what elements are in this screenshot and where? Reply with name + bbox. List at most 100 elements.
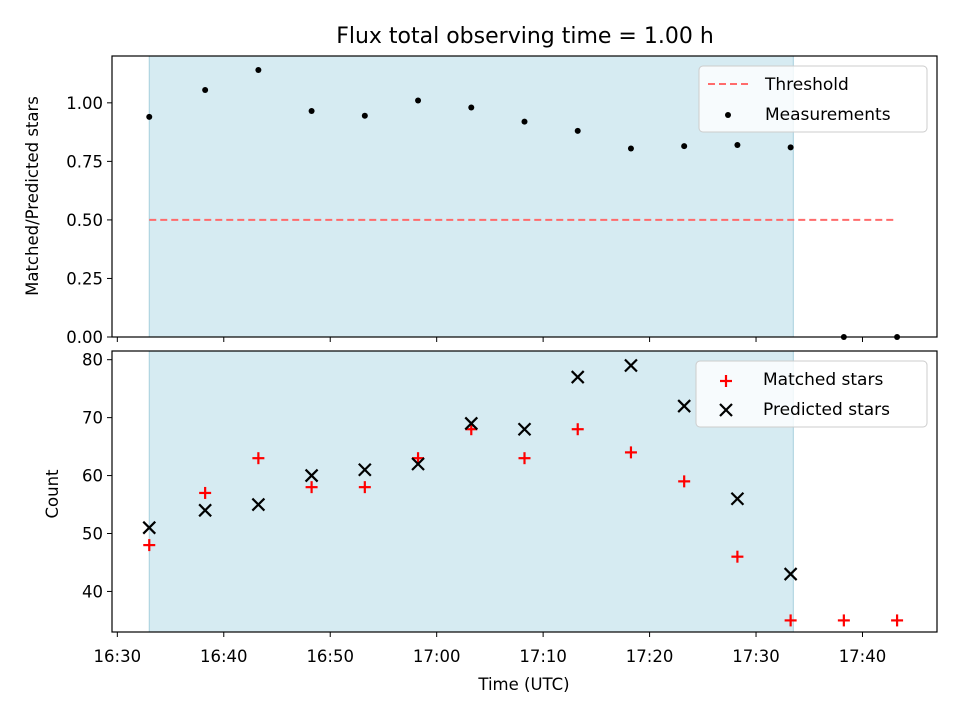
bottom-legend-box: [695, 360, 928, 428]
predicted-star-stroke-b: [411, 457, 425, 471]
predicted-star-stroke-b: [464, 416, 479, 431]
legend-measurements-swatch: [725, 112, 731, 118]
matched-star-point-6: [465, 423, 478, 436]
matched-star-point-2: [252, 452, 265, 465]
predicted-star-point-11: [730, 491, 745, 506]
matched-star-point-14: [891, 614, 904, 627]
predicted-star-point-9: [624, 358, 638, 373]
bottom-ytick-label-1: 50: [82, 525, 103, 544]
bottom-xtick-label-1: 16:40: [200, 647, 248, 666]
measurement-point-2: [255, 67, 262, 74]
bottom-xtick-label-3: 17:00: [413, 647, 461, 666]
bottom-xtick-label-2: 16:50: [306, 647, 354, 666]
predicted-star-stroke-b: [570, 370, 585, 384]
predicted-star-stroke-b: [730, 491, 745, 506]
top-plot-marks: [146, 67, 901, 340]
top-legend: Threshold Measurements: [698, 65, 928, 133]
x-axis-label: Time (UTC): [477, 675, 569, 694]
matched-star-point-11: [731, 550, 744, 563]
measurement-point-7: [521, 118, 528, 125]
top-y-axis-label: Matched/Predicted stars: [23, 96, 42, 296]
measurement-point-5: [415, 97, 422, 104]
matched-star-point-1: [199, 486, 212, 499]
bottom-ytick-label-3: 70: [82, 409, 103, 428]
predicted-star-stroke-b: [677, 399, 691, 413]
measurement-point-8: [574, 127, 581, 134]
bottom-y-axis-label: Count: [43, 469, 62, 519]
bottom-ytick-label-2: 60: [82, 467, 103, 486]
legend-matched-swatch: [720, 375, 732, 387]
predicted-star-stroke-b: [783, 567, 798, 581]
predicted-star-point-6: [464, 416, 479, 431]
top-panel: 0.00 0.25 0.50 0.75 1.00 Matched/Predicted s…: [23, 55, 938, 347]
matched-star-point-8: [571, 423, 584, 436]
bottom-xtick-label-6: 17:30: [732, 647, 780, 666]
measurement-point-4: [361, 112, 368, 119]
predicted-star-point-10: [677, 399, 691, 413]
measurement-point-12: [787, 144, 794, 151]
top-y-axis: 0.00 0.25 0.50 0.75 1.00: [66, 94, 112, 347]
top-x-axis: [116, 337, 863, 342]
top-ytick-label-1: 0.25: [66, 269, 103, 288]
legend-measurements-label: Measurements: [765, 105, 891, 125]
measurement-point-10: [681, 143, 688, 150]
legend-predicted-label: Predicted stars: [763, 400, 890, 420]
matched-star-point-5: [412, 452, 425, 465]
top-ytick-label-2: 0.50: [66, 211, 103, 230]
matched-star-point-13: [837, 614, 850, 627]
top-shaded-region: [148, 55, 794, 338]
predicted-star-stroke-b: [304, 468, 319, 483]
legend-matched-label: Matched stars: [763, 370, 883, 390]
measurement-point-9: [627, 145, 634, 152]
top-ytick-label-0: 0.00: [66, 328, 103, 347]
chart-title: Flux total observing time = 1.00 h: [336, 24, 714, 49]
predicted-star-stroke-b: [358, 462, 372, 477]
bottom-xtick-label-0: 16:30: [94, 647, 142, 666]
top-plot-frame: [111, 55, 938, 338]
top-legend-box: [698, 65, 928, 133]
matched-star-point-3: [305, 481, 318, 494]
matched-star-point-10: [678, 475, 691, 488]
bottom-xtick-label-7: 17:40: [839, 647, 887, 666]
predicted-star-point-12: [783, 567, 798, 581]
legend-threshold-label: Threshold: [764, 75, 849, 95]
matched-star-point-12: [784, 614, 797, 627]
measurement-point-3: [308, 108, 315, 115]
legend-predicted-swatch: [719, 403, 733, 417]
predicted-star-point-0: [142, 520, 157, 535]
bottom-panel: 40 50 60 70 80 16:30 16:40 16:50 17:00 17:10 17:2…: [43, 350, 938, 694]
matched-star-point-9: [624, 446, 637, 459]
bottom-plot-frame: [111, 350, 938, 633]
predicted-star-point-3: [304, 468, 319, 483]
bottom-shaded-region: [148, 350, 794, 633]
predicted-star-point-5: [411, 457, 425, 471]
measurement-point-1: [202, 86, 209, 93]
bottom-ytick-label-0: 40: [82, 582, 103, 601]
bottom-x-axis: 16:30 16:40 16:50 17:00 17:10 17:20 17:30 17:40: [94, 632, 887, 666]
bottom-legend: Matched stars Predicted stars: [695, 360, 928, 428]
predicted-star-stroke-b: [142, 520, 157, 535]
bottom-ytick-label-4: 80: [82, 351, 103, 370]
bottom-y-axis: 40 50 60 70 80: [82, 351, 112, 601]
top-ytick-label-3: 0.75: [66, 152, 103, 171]
measurement-point-11: [734, 141, 741, 148]
matched-star-point-4: [358, 481, 371, 494]
predicted-star-stroke-b: [198, 503, 212, 518]
measurement-point-0: [146, 113, 153, 120]
predicted-star-stroke-b: [251, 497, 266, 512]
predicted-star-stroke-b: [624, 358, 638, 373]
measurement-point-6: [468, 104, 475, 111]
top-ytick-label-4: 1.00: [66, 94, 103, 113]
predicted-star-stroke-b: [517, 422, 532, 436]
bottom-xtick-label-5: 17:20: [626, 647, 674, 666]
bottom-plot-marks: [142, 358, 904, 627]
predicted-star-point-7: [517, 422, 532, 436]
matched-star-point-7: [518, 452, 531, 465]
predicted-star-point-8: [570, 370, 585, 384]
matched-star-point-0: [143, 539, 156, 552]
bottom-xtick-label-4: 17:10: [519, 647, 567, 666]
predicted-star-point-2: [251, 497, 266, 512]
predicted-star-point-4: [358, 462, 372, 477]
predicted-star-point-1: [198, 503, 212, 518]
